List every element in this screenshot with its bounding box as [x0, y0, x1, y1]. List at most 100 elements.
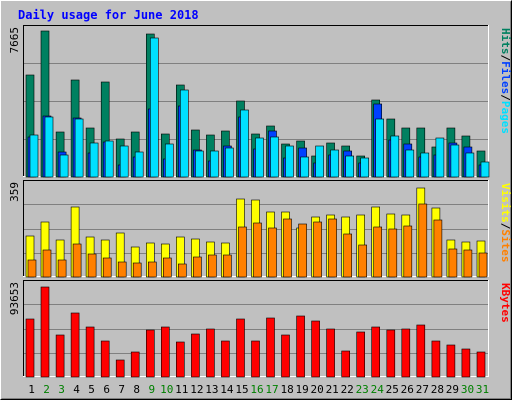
bar-sites-day-3 [57, 259, 67, 278]
bar-sites-day-21 [328, 218, 337, 278]
bar-kbytes-day-18 [281, 334, 290, 378]
legend-files: Files [499, 61, 512, 94]
day-label: 30 [461, 383, 474, 396]
bar-sites-day-22 [343, 233, 353, 278]
bar-sites-day-14 [223, 254, 232, 278]
chart-panels: 7665 359 93653 [8, 25, 490, 378]
day-label: 29 [446, 383, 459, 396]
bar-kbytes-day-4 [70, 312, 80, 378]
bar-pages-day-8 [134, 151, 144, 178]
bar-kbytes-day-21 [326, 328, 335, 378]
day-label: 24 [371, 383, 385, 396]
bar-kbytes-day-3 [55, 334, 65, 378]
bar-kbytes-day-25 [386, 329, 396, 378]
bar-kbytes-day-1 [25, 318, 35, 378]
x-axis-labels: 1 2 3 4 5 6 7 8 9 10 11 12 13 14 15 16 17 18 19 20 21 22 23 24 2… [28, 383, 489, 396]
bar-sites-day-23 [358, 244, 368, 278]
bar-pages-day-31 [480, 161, 490, 178]
bar-sites-day-9 [148, 261, 157, 278]
bar-sites-day-29 [448, 248, 458, 278]
bar-sites-day-18 [283, 218, 292, 278]
bar-kbytes-day-22 [341, 350, 351, 378]
day-label: 28 [431, 383, 444, 396]
bar-kbytes-day-7 [115, 359, 125, 378]
bar-sites-day-10 [163, 257, 172, 278]
bar-sites-day-1 [27, 259, 37, 278]
bar-sites-day-8 [132, 262, 142, 278]
bar-pages-day-3 [59, 154, 69, 178]
bar-sites-day-25 [388, 228, 398, 278]
day-label: 9 [148, 383, 155, 396]
bar-sites-day-11 [178, 263, 187, 278]
day-label: 11 [175, 383, 188, 396]
bar-pages-day-21 [330, 149, 339, 178]
bar-pages-day-28 [435, 137, 445, 178]
y-axis-max-label: 7665 [8, 27, 21, 54]
bar-kbytes-day-12 [191, 333, 200, 378]
bar-kbytes-day-17 [266, 317, 275, 378]
legend-separator: / [499, 223, 512, 230]
day-label: 21 [326, 383, 339, 396]
day-label: 7 [118, 383, 125, 396]
bar-sites-day-4 [72, 243, 82, 278]
bar-sites-day-27 [418, 203, 428, 278]
bar-sites-day-31 [478, 252, 488, 278]
bar-pages-day-5 [89, 142, 99, 178]
bar-kbytes-day-20 [311, 320, 320, 378]
bar-pages-day-30 [465, 152, 475, 178]
bar-pages-day-20 [315, 145, 324, 178]
bar-pages-day-7 [119, 145, 129, 178]
bar-pages-day-10 [165, 143, 174, 178]
bar-kbytes-day-19 [296, 315, 305, 378]
plot-border-dark [23, 180, 489, 277]
legend-panel-3: KBytes [499, 283, 512, 323]
y-axis-max-label: 359 [8, 182, 21, 202]
bar-pages-day-1 [29, 134, 39, 178]
bar-pages-day-17 [270, 136, 279, 178]
bar-pages-day-13 [210, 150, 219, 178]
day-label: 8 [133, 383, 140, 396]
day-label: 22 [341, 383, 354, 396]
day-label: 5 [88, 383, 95, 396]
chart-panel-3: 93653 [8, 280, 489, 378]
bar-sites-day-26 [403, 225, 413, 278]
bar-kbytes-day-6 [100, 340, 110, 378]
bar-kbytes-day-9 [146, 329, 155, 378]
bar-pages-day-15 [240, 109, 249, 178]
chart-title: Daily usage for June 2018 [18, 8, 199, 22]
legend-hits: Hits [499, 28, 512, 55]
day-label: 6 [103, 383, 110, 396]
series-kbytes [25, 286, 486, 378]
day-label: 16 [250, 383, 263, 396]
series-sites [27, 203, 488, 278]
bar-pages-day-24 [375, 118, 385, 178]
bar-kbytes-day-30 [461, 348, 471, 378]
bar-sites-day-16 [253, 222, 262, 278]
legend-panel-1: Hits/Files/Pages [499, 28, 512, 134]
bar-pages-day-16 [255, 137, 264, 178]
bar-pages-day-19 [300, 156, 309, 178]
bar-pages-day-22 [345, 155, 355, 178]
day-label: 3 [58, 383, 65, 396]
bar-pages-day-23 [360, 157, 370, 178]
day-label: 12 [190, 383, 203, 396]
bar-kbytes-day-5 [85, 326, 95, 378]
bar-kbytes-day-26 [401, 328, 411, 378]
day-label: 20 [310, 383, 323, 396]
day-label: 2 [43, 383, 50, 396]
bar-sites-day-6 [102, 257, 112, 278]
bar-sites-day-2 [42, 249, 52, 278]
day-label: 19 [295, 383, 308, 396]
day-label: 10 [160, 383, 173, 396]
day-label: 13 [205, 383, 218, 396]
bar-pages-day-25 [390, 135, 400, 178]
bar-pages-day-11 [180, 89, 189, 178]
chart-panel-2: 359 [8, 180, 489, 278]
bar-kbytes-day-8 [130, 351, 140, 378]
legend-panel-2: Visits/Sites [499, 183, 512, 263]
bar-sites-day-28 [433, 219, 443, 278]
bar-sites-day-12 [193, 256, 202, 278]
bar-sites-day-24 [373, 226, 383, 278]
